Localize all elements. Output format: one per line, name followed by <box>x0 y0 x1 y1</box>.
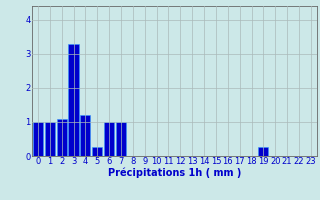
X-axis label: Précipitations 1h ( mm ): Précipitations 1h ( mm ) <box>108 168 241 178</box>
Bar <box>33 122 43 156</box>
Bar <box>68 44 79 156</box>
Bar <box>57 118 67 156</box>
Bar <box>92 147 102 156</box>
Bar <box>104 122 114 156</box>
Bar <box>80 115 91 156</box>
Bar <box>45 122 55 156</box>
Bar <box>258 147 268 156</box>
Bar <box>116 122 126 156</box>
